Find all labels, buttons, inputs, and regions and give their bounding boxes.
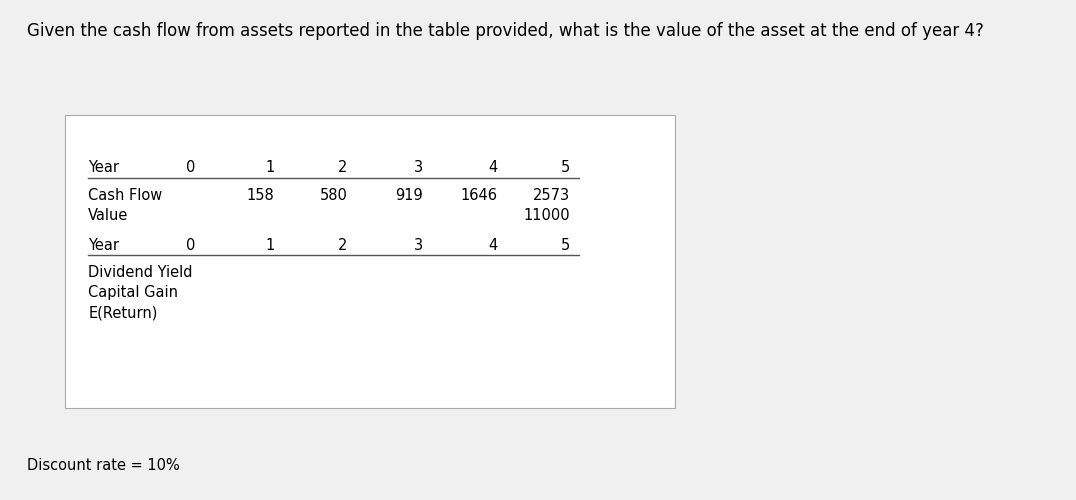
Text: Capital Gain: Capital Gain [88, 285, 179, 300]
Text: 4: 4 [487, 238, 497, 252]
Bar [65, 115, 675, 408]
Text: 2573: 2573 [533, 188, 570, 202]
Text: Dividend Yield: Dividend Yield [88, 265, 193, 280]
Text: 1: 1 [265, 160, 274, 175]
Text: 1: 1 [265, 238, 274, 252]
Text: E(Return): E(Return) [88, 305, 157, 320]
Text: Year: Year [88, 160, 119, 175]
Text: 1646: 1646 [461, 188, 497, 202]
Text: 158: 158 [246, 188, 274, 202]
Text: 3: 3 [414, 238, 423, 252]
Text: Cash Flow: Cash Flow [88, 188, 162, 202]
Text: Year: Year [88, 238, 119, 252]
Text: 2: 2 [338, 238, 348, 252]
Text: 580: 580 [320, 188, 348, 202]
Text: 4: 4 [487, 160, 497, 175]
Text: Given the cash flow from assets reported in the table provided, what is the valu: Given the cash flow from assets reported… [27, 22, 983, 40]
Text: 5: 5 [561, 160, 570, 175]
Text: 919: 919 [395, 188, 423, 202]
Text: Discount rate = 10%: Discount rate = 10% [27, 458, 180, 472]
Text: Value: Value [88, 208, 129, 222]
Text: 0: 0 [186, 238, 196, 252]
Text: 5: 5 [561, 238, 570, 252]
Text: 0: 0 [186, 160, 196, 175]
Text: 11000: 11000 [524, 208, 570, 222]
Text: 2: 2 [338, 160, 348, 175]
Text: 3: 3 [414, 160, 423, 175]
